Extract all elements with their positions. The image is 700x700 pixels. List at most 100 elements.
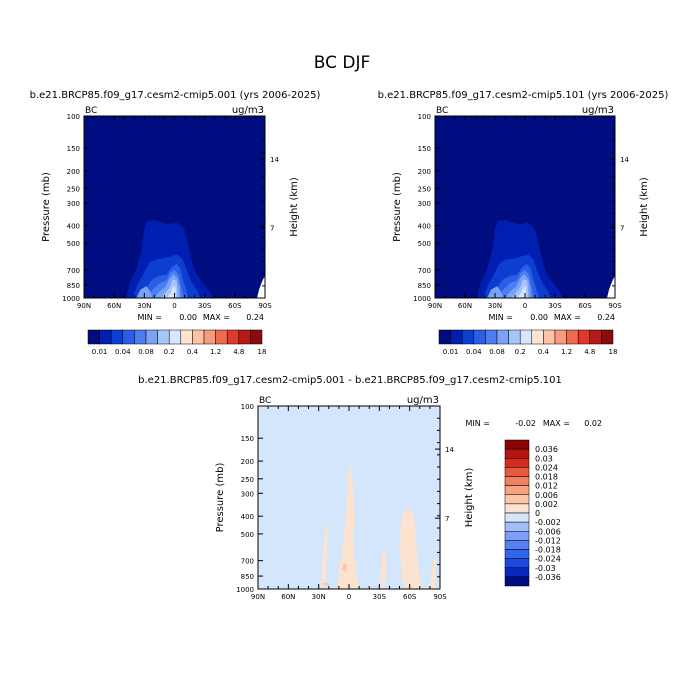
max-label: MAX = [554, 313, 581, 322]
y-tick-label: 100 [241, 403, 254, 411]
colorbar-bin [168, 329, 182, 345]
y-tick-label: 400 [241, 513, 254, 521]
colorbar-bin [473, 329, 486, 345]
colorbar-label: -0.012 [535, 536, 561, 545]
max-value: 0.24 [597, 313, 615, 322]
colorbar-bin [589, 329, 602, 345]
colorbar-label: 0.012 [535, 482, 558, 491]
max-value: 0.24 [246, 313, 264, 322]
colorbar-label: 0.024 [535, 463, 558, 472]
colorbar-label: -0.002 [535, 518, 561, 527]
colorbar-bin [504, 439, 530, 450]
x-tick-label: 30N [312, 593, 326, 601]
y-tick-label: 250 [67, 185, 80, 193]
y-tick-label: 500 [418, 240, 431, 248]
colorbar-bin [192, 329, 205, 345]
y-tick-label: 200 [67, 168, 80, 176]
positive-anomaly-patch [399, 507, 422, 589]
y-tick-label: 200 [241, 458, 254, 466]
colorbar-label: 1.2 [210, 348, 221, 356]
y2-tick-label: 14 [620, 156, 629, 164]
colorbar-bin [157, 329, 170, 345]
colorbar-bin [504, 540, 530, 550]
topography-mask [257, 276, 265, 298]
y-tick-label: 1000 [236, 586, 254, 594]
colorbar-bin [577, 329, 591, 345]
y-tick-label: 200 [418, 168, 431, 176]
y2-tick-label: 7 [445, 515, 449, 523]
colorbar-label: 0.04 [115, 348, 131, 356]
colorbar-label: 0.01 [92, 348, 108, 356]
y2-axis-label: Height (km) [639, 177, 650, 237]
x-tick-label: 90N [251, 593, 265, 601]
y-tick-label: 300 [241, 490, 254, 498]
colorbar-bin [504, 521, 530, 532]
x-tick-label: 60S [403, 593, 417, 601]
colorbar-bin [110, 329, 124, 345]
min-value: -0.02 [515, 419, 536, 428]
colorbar-bin [461, 329, 475, 345]
colorbar-label: 0.4 [187, 348, 199, 356]
positive-anomaly-patch [380, 548, 387, 589]
y-tick-label: 150 [67, 145, 80, 153]
y-tick-label: 1000 [413, 295, 431, 303]
colorbar-label: 0.08 [489, 348, 505, 356]
y-tick-label: 500 [67, 240, 80, 248]
x-tick-label: 60S [228, 302, 242, 310]
colorbar-bin [203, 329, 216, 345]
colorbar-bin [250, 329, 263, 345]
colorbar-label: -0.036 [535, 573, 561, 582]
y2-axis-label: Height (km) [464, 468, 475, 528]
contour-secondary-blob [487, 286, 503, 298]
colorbar-label: 4.8 [584, 348, 595, 356]
colorbar-label: 0.002 [535, 500, 558, 509]
panel-title: b.e21.BRCP85.f09_g17.cesm2-cmip5.001 - b… [138, 375, 562, 386]
y-tick-label: 700 [241, 558, 254, 566]
colorbar-bin [504, 467, 530, 477]
max-label: MAX = [543, 419, 570, 428]
colorbar-bin [504, 512, 530, 523]
colorbar-bin [504, 567, 530, 578]
max-value: 0.02 [584, 419, 602, 428]
y2-tick-label: 14 [270, 156, 279, 164]
colorbar-bin [531, 329, 544, 345]
colorbar-bin [504, 549, 530, 559]
y-tick-label: 700 [418, 267, 431, 275]
y-tick-label: 500 [241, 531, 254, 539]
y-tick-label: 250 [241, 476, 254, 484]
colorbar-bin [145, 329, 158, 345]
units-label: ug/m3 [232, 105, 264, 116]
variable-label: BC [85, 106, 97, 116]
x-tick-label: 30S [198, 302, 212, 310]
max-label: MAX = [203, 313, 230, 322]
panel-title: b.e21.BRCP85.f09_g17.cesm2-cmip5.001 (yr… [30, 90, 321, 101]
x-tick-label: 60S [578, 302, 592, 310]
positive-anomaly-patch [320, 521, 328, 589]
colorbar-bin [87, 329, 100, 345]
colorbar-label: 0.018 [535, 473, 558, 482]
panel-model-001: b.e21.BRCP85.f09_g17.cesm2-cmip5.001 (yr… [30, 90, 321, 356]
colorbar-label: -0.018 [535, 546, 561, 555]
colorbar-bin [566, 329, 579, 345]
panel-title: b.e21.BRCP85.f09_g17.cesm2-cmip5.101 (yr… [378, 90, 669, 101]
x-tick-label: 90N [428, 302, 442, 310]
topography-mask [607, 276, 615, 298]
x-tick-label: 0 [347, 593, 351, 601]
colorbar-label: 0.4 [538, 348, 550, 356]
colorbar-label: 0.04 [466, 348, 482, 356]
colorbar-label: 0.01 [443, 348, 459, 356]
colorbar-bin [134, 329, 147, 345]
units-label: ug/m3 [407, 395, 439, 406]
colorbar-bin [601, 329, 614, 345]
colorbar-label: -0.006 [535, 527, 561, 536]
panel-difference: b.e21.BRCP85.f09_g17.cesm2-cmip5.001 - b… [138, 375, 602, 601]
y-axis-label: Pressure (mb) [392, 172, 403, 242]
y-axis-label: Pressure (mb) [41, 172, 52, 242]
variable-label: BC [436, 106, 448, 116]
colorbar-bin [238, 329, 251, 345]
colorbar-label: 18 [609, 348, 618, 356]
colorbar-label: -0.03 [535, 564, 556, 573]
y-tick-label: 700 [67, 267, 80, 275]
colorbar-label: 0.006 [535, 491, 558, 500]
